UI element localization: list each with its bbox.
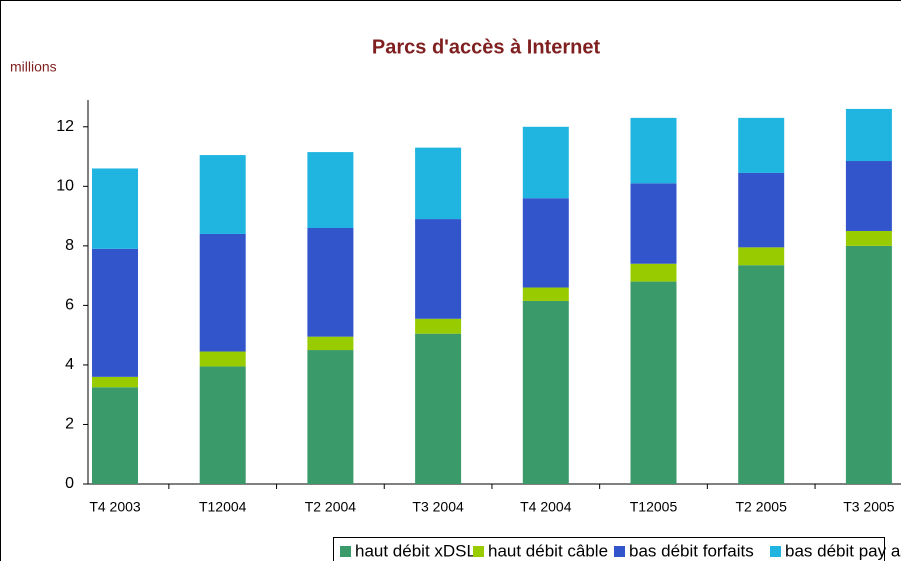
bar-segment	[630, 281, 677, 484]
x-tick-label: T2 2004	[305, 499, 357, 515]
legend-label: bas débit forfaits	[629, 541, 754, 560]
bar-segment	[630, 183, 677, 264]
bar-segment	[92, 168, 138, 249]
bar-segment	[630, 117, 677, 184]
bar-segment	[522, 300, 569, 484]
bar-segment	[845, 230, 892, 246]
bar-segment	[522, 198, 569, 288]
legend-swatch	[614, 546, 625, 557]
x-tick-label: T2 2005	[736, 499, 788, 515]
bar-segment	[92, 376, 138, 388]
x-tick-label: T3 2005	[843, 499, 895, 515]
bar-segment	[199, 366, 246, 484]
bar-segment	[845, 108, 892, 162]
legend-swatch	[340, 546, 351, 557]
bar-segment	[522, 126, 569, 199]
legend-swatch	[473, 546, 484, 557]
bar-segment	[307, 336, 354, 351]
x-tick-label: T4 2003	[89, 499, 141, 515]
y-tick-label: 4	[65, 356, 74, 373]
bar-segment	[307, 228, 354, 337]
bar-segment	[199, 155, 246, 234]
bar-segment	[415, 318, 462, 334]
bar-segment	[199, 233, 246, 352]
bar-segment	[307, 152, 354, 228]
x-tick-label: T12005	[630, 499, 678, 515]
y-tick-label: 8	[65, 237, 74, 254]
bar-segment	[738, 172, 785, 248]
legend-box	[333, 537, 885, 561]
bar-segment	[522, 287, 569, 301]
bar-segment	[92, 387, 138, 484]
bar-segment	[415, 219, 462, 319]
bar-segment	[738, 117, 785, 173]
chart-title: Parcs d'accès à Internet	[372, 36, 601, 58]
y-tick-label: 10	[56, 178, 74, 195]
x-tick-label: T4 2004	[520, 499, 572, 515]
y-axis-label: millions	[10, 59, 57, 75]
bar-segment	[415, 333, 462, 484]
x-tick-label: T12004	[199, 499, 247, 515]
bar-segment	[92, 248, 138, 377]
legend-label: bas débit pay as you go	[785, 541, 901, 560]
bar-segment	[845, 245, 892, 484]
y-tick-label: 2	[65, 416, 74, 433]
bar-segment	[630, 263, 677, 282]
bar-segment	[415, 147, 462, 220]
bar-segment	[738, 247, 785, 266]
x-tick-label: T3 2004	[412, 499, 464, 515]
bar-segment	[845, 161, 892, 231]
y-tick-label: 0	[65, 475, 74, 492]
y-tick-label: 6	[65, 297, 74, 314]
legend-swatch	[770, 546, 781, 557]
bar-segment	[738, 265, 785, 484]
legend-label: haut débit câble	[488, 541, 608, 560]
bar-segment	[307, 350, 354, 484]
y-tick-label: 12	[56, 118, 74, 135]
bar-segment	[199, 351, 246, 367]
legend-label: haut débit xDSL	[355, 541, 476, 560]
